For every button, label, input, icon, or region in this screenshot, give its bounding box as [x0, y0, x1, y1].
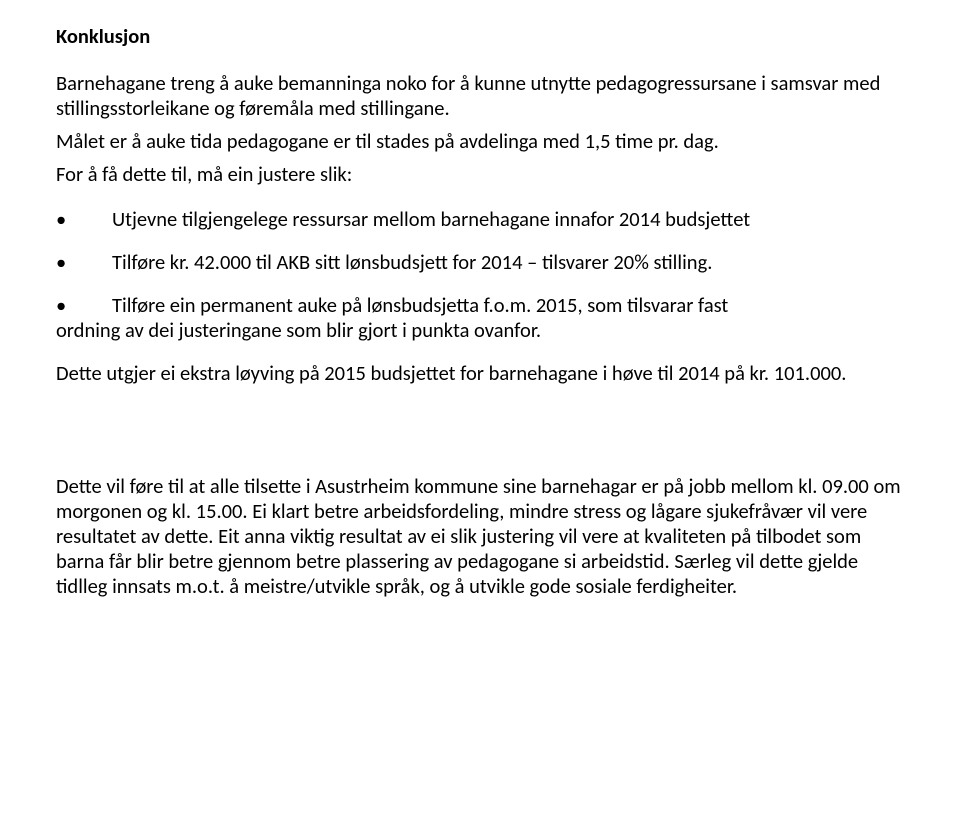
- after-bullets-paragraph: Dette utgjer ei ekstra løyving på 2015 b…: [56, 361, 904, 386]
- intro-line-3: For å få dette til, må ein justere slik:: [56, 162, 904, 187]
- bullet-item: • Utjevne tilgjengelege ressursar mellom…: [56, 207, 904, 232]
- bullet-text-cont: ordning av dei justeringane som blir gjo…: [56, 318, 904, 343]
- bullet-text: Tilføre kr. 42.000 til AKB sitt lønsbuds…: [112, 250, 904, 275]
- intro-line-2: Målet er å auke tida pedagogane er til s…: [56, 129, 904, 154]
- bullet-marker-icon: •: [56, 207, 112, 232]
- bullet-list: • Utjevne tilgjengelege ressursar mellom…: [56, 207, 904, 343]
- closing-paragraph: Dette vil føre til at alle tilsette i As…: [56, 474, 904, 599]
- intro-paragraph: Barnehagane treng å auke bemanninga noko…: [56, 71, 904, 187]
- bullet-text: Tilføre ein permanent auke på lønsbudsje…: [112, 293, 904, 318]
- spacer: [56, 406, 904, 474]
- bullet-item: • Tilføre kr. 42.000 til AKB sitt lønsbu…: [56, 250, 904, 275]
- bullet-marker-icon: •: [56, 250, 112, 275]
- bullet-marker-icon: •: [56, 293, 112, 318]
- bullet-text: Utjevne tilgjengelege ressursar mellom b…: [112, 207, 904, 232]
- section-heading: Konklusjon: [56, 24, 904, 49]
- bullet-item: • Tilføre ein permanent auke på lønsbuds…: [56, 293, 904, 343]
- intro-line-1: Barnehagane treng å auke bemanninga noko…: [56, 71, 904, 121]
